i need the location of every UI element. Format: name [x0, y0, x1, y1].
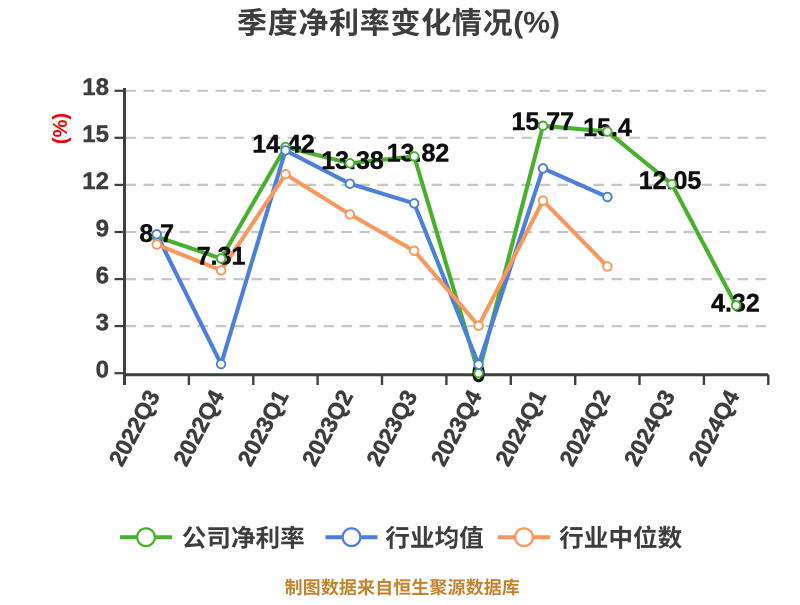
svg-text:9: 9 [96, 215, 109, 242]
svg-text:(%): (%) [513, 7, 560, 40]
svg-text:18: 18 [82, 74, 109, 101]
svg-text:0: 0 [96, 357, 109, 384]
svg-text:15.77: 15.77 [512, 108, 575, 136]
svg-text:13.38: 13.38 [321, 147, 384, 175]
svg-text:15: 15 [82, 121, 109, 148]
svg-text:12.05: 12.05 [639, 167, 702, 195]
svg-text:4.32: 4.32 [711, 290, 760, 318]
svg-text:6: 6 [96, 262, 109, 289]
svg-text:12: 12 [82, 168, 109, 195]
svg-text:(%): (%) [50, 113, 72, 144]
svg-text:13.82: 13.82 [387, 140, 450, 168]
svg-text:3: 3 [96, 309, 109, 336]
